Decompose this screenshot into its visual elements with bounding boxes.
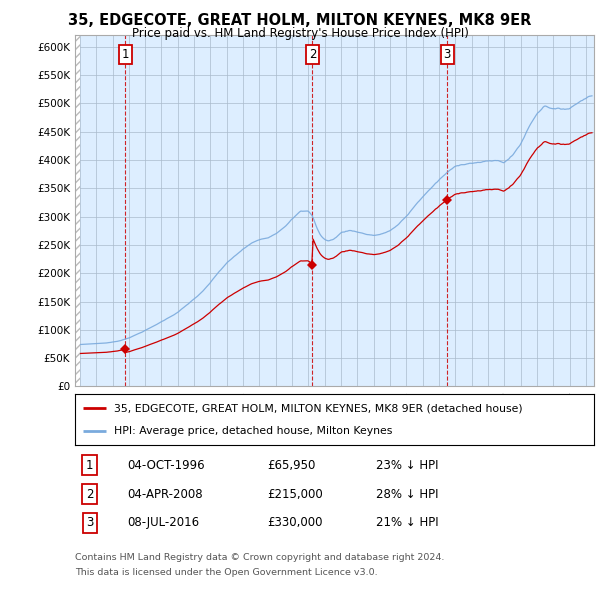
Text: 35, EDGECOTE, GREAT HOLM, MILTON KEYNES, MK8 9ER: 35, EDGECOTE, GREAT HOLM, MILTON KEYNES,… <box>68 13 532 28</box>
Text: 21% ↓ HPI: 21% ↓ HPI <box>376 516 439 529</box>
Text: 23% ↓ HPI: 23% ↓ HPI <box>376 459 439 472</box>
Text: Contains HM Land Registry data © Crown copyright and database right 2024.: Contains HM Land Registry data © Crown c… <box>75 553 445 562</box>
Text: £215,000: £215,000 <box>267 487 323 500</box>
Text: 28% ↓ HPI: 28% ↓ HPI <box>376 487 439 500</box>
Text: 2: 2 <box>309 48 316 61</box>
Text: Price paid vs. HM Land Registry's House Price Index (HPI): Price paid vs. HM Land Registry's House … <box>131 27 469 40</box>
Text: 2: 2 <box>86 487 93 500</box>
Bar <box>75 35 80 386</box>
Text: This data is licensed under the Open Government Licence v3.0.: This data is licensed under the Open Gov… <box>75 568 377 576</box>
Text: 04-APR-2008: 04-APR-2008 <box>127 487 203 500</box>
Text: 3: 3 <box>86 516 93 529</box>
Text: £330,000: £330,000 <box>267 516 323 529</box>
Text: 1: 1 <box>122 48 129 61</box>
Text: 35, EDGECOTE, GREAT HOLM, MILTON KEYNES, MK8 9ER (detached house): 35, EDGECOTE, GREAT HOLM, MILTON KEYNES,… <box>114 403 523 413</box>
Text: 04-OCT-1996: 04-OCT-1996 <box>127 459 205 472</box>
Text: £65,950: £65,950 <box>267 459 316 472</box>
Text: HPI: Average price, detached house, Milton Keynes: HPI: Average price, detached house, Milt… <box>114 426 392 436</box>
Text: 1: 1 <box>86 459 93 472</box>
Text: 3: 3 <box>443 48 451 61</box>
Text: 08-JUL-2016: 08-JUL-2016 <box>127 516 199 529</box>
